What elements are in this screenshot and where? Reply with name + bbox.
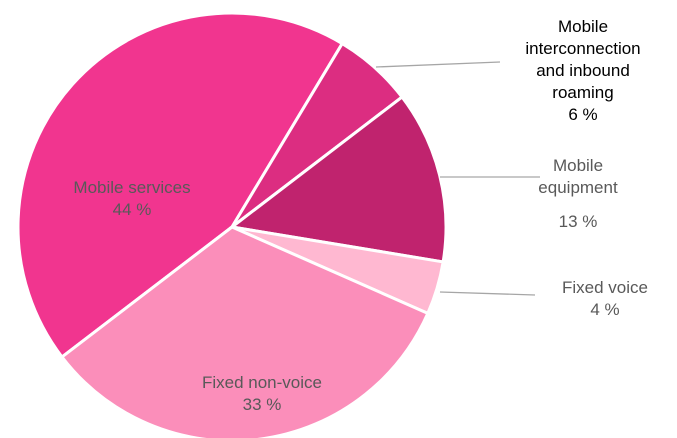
leader-line bbox=[375, 61, 501, 68]
value-label: 4 % bbox=[590, 300, 620, 319]
leader-line bbox=[439, 291, 536, 296]
category-label: Fixed non-voice bbox=[201, 373, 322, 392]
category-label: Fixed voice bbox=[562, 278, 648, 297]
slice-label: Mobile interconnection and inbound roami… bbox=[513, 16, 653, 126]
pie-slice bbox=[16, 11, 345, 360]
slice-label: Fixed non-voice 33 % bbox=[162, 372, 362, 416]
slice-label: Fixed voice 4 % bbox=[535, 277, 675, 321]
value-label: 13 % bbox=[558, 212, 598, 231]
pie-slice bbox=[228, 94, 448, 264]
category-label: Mobile services bbox=[73, 178, 191, 197]
category-label: Mobile equipment bbox=[538, 156, 618, 197]
value-label: 6 % bbox=[568, 105, 598, 124]
value-label: 33 % bbox=[242, 395, 282, 414]
slice-label: Mobile equipment 13 % bbox=[528, 155, 628, 233]
pie-slice bbox=[59, 225, 430, 438]
slice-label: Mobile services 44 % bbox=[32, 177, 232, 221]
value-label: 44 % bbox=[112, 200, 152, 219]
category-label: Mobile interconnection and inbound roami… bbox=[525, 17, 641, 102]
